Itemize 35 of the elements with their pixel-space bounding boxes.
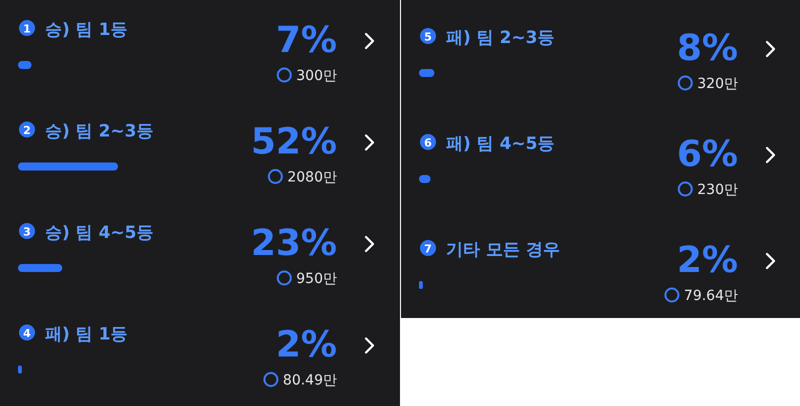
text: 230만 — [697, 182, 738, 198]
y-tick-label: 승) 팀 4~5등 — [45, 223, 154, 243]
data-label: 6% — [676, 134, 738, 175]
y-tick-label: 기타 모든 경우 — [446, 240, 560, 260]
badge: 2 — [19, 122, 35, 138]
text: 2080만 — [287, 170, 337, 186]
annotation: 6 — [424, 136, 432, 150]
annotation: 4 — [23, 327, 32, 340]
text: 80.49만 — [282, 372, 337, 388]
data-label: 23% — [250, 223, 337, 264]
annotation: 3 — [23, 226, 31, 238]
annotation: 1 — [23, 22, 31, 36]
badge: 7 — [420, 240, 436, 256]
y-tick-label: 패) 팀 4~5등 — [446, 134, 555, 154]
text: 320만 — [697, 76, 738, 92]
y-tick-label: 패) 팀 2~3등 — [446, 28, 555, 48]
data-label: 52% — [250, 122, 337, 162]
annotation: 7 — [424, 242, 432, 256]
data-label: 7% — [276, 20, 337, 61]
data-label: 2% — [676, 240, 738, 281]
y-tick-label: 승) 팀 1등 — [45, 20, 128, 40]
annotation: 5 — [424, 30, 432, 44]
y-tick-label: 승) 팀 2~3등 — [45, 122, 154, 142]
text: 950만 — [296, 271, 337, 287]
y-tick-label: 패) 팀 1등 — [45, 324, 128, 344]
badge: 1 — [19, 20, 35, 36]
text: 300만 — [296, 68, 337, 84]
data-label: 2% — [276, 324, 337, 366]
badge: 5 — [420, 28, 436, 44]
badge: 4 — [19, 324, 35, 340]
badge: 3 — [19, 223, 35, 239]
data-label: 8% — [676, 28, 738, 69]
annotation: 2 — [23, 124, 31, 137]
text: 79.64만 — [684, 288, 738, 304]
badge: 6 — [420, 134, 436, 150]
